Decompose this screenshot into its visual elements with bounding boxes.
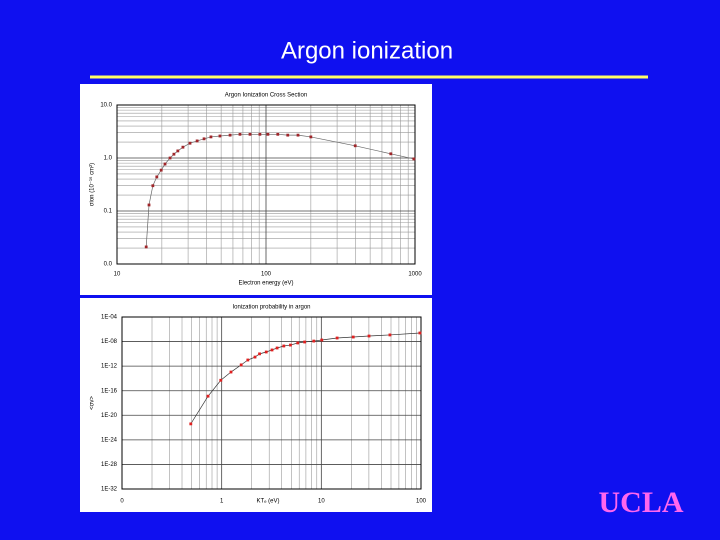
data-point (202, 137, 206, 141)
x-axis-label: Electron energy (eV) (238, 281, 293, 287)
data-point (168, 156, 172, 160)
data-point (258, 352, 261, 356)
data-point (163, 162, 167, 166)
data-point (181, 145, 185, 149)
data-point (176, 149, 180, 153)
data-point (286, 133, 290, 137)
y-tick-label: 0.0 (104, 262, 113, 268)
x-tick-label: 100 (261, 272, 272, 278)
y-tick-label: 0.1 (104, 209, 113, 215)
y-tick-label: 10.0 (100, 103, 112, 109)
series-line (190, 332, 420, 425)
slide-title: Argon ionization (281, 37, 453, 64)
x-axis-label: KTₑ (eV) (257, 499, 280, 505)
data-point (246, 358, 250, 362)
y-tick-label: 1E-20 (101, 413, 118, 419)
data-point (388, 333, 392, 337)
data-point (258, 132, 262, 136)
data-point (209, 135, 213, 139)
data-point (353, 144, 357, 148)
data-point (289, 343, 292, 347)
data-point (351, 335, 355, 339)
data-point (206, 394, 210, 398)
y-tick-label: 1E-24 (101, 437, 118, 443)
data-point (147, 203, 151, 207)
data-point (188, 141, 192, 145)
chart-panel (80, 298, 432, 512)
chart-title: Argon Ionization Cross Section (225, 93, 307, 99)
data-point (275, 346, 279, 350)
x-tick-label: 100 (416, 499, 427, 505)
logo: UCLA (598, 486, 683, 519)
y-axis-label: <σv> (90, 396, 96, 410)
data-point (412, 157, 416, 161)
data-point (159, 168, 163, 172)
data-point (282, 344, 286, 348)
y-tick-label: 1E-08 (101, 339, 118, 345)
y-tick-label: 1E-16 (101, 388, 118, 394)
x-tick-label: 10 (318, 499, 325, 505)
data-point (189, 422, 193, 426)
data-point (219, 378, 223, 382)
data-point (389, 152, 393, 156)
data-point (266, 132, 270, 136)
data-point (264, 350, 268, 354)
data-point (144, 245, 148, 249)
data-point (155, 175, 159, 179)
data-point (303, 340, 307, 344)
y-tick-label: 1E-28 (101, 462, 118, 468)
y-tick-label: 1E-04 (101, 315, 118, 321)
data-point (172, 152, 176, 156)
x-tick-label: 0 (120, 499, 124, 505)
y-tick-label: 1.0 (104, 156, 113, 162)
y-tick-label: 1E-32 (101, 487, 118, 493)
data-point (309, 135, 313, 139)
x-tick-label: 1 (220, 499, 224, 505)
data-point (312, 339, 316, 343)
data-point (296, 133, 300, 137)
plot-frame (116, 104, 416, 265)
data-point (228, 133, 232, 137)
data-point (238, 132, 242, 136)
data-point (335, 336, 339, 340)
data-point (320, 338, 324, 342)
plot-frame (121, 316, 422, 490)
data-point (418, 331, 422, 335)
data-point (229, 370, 233, 374)
y-tick-label: 1E-12 (101, 364, 118, 370)
x-tick-label: 1000 (408, 272, 422, 278)
data-point (151, 184, 155, 188)
data-point (248, 132, 252, 136)
data-point (276, 132, 280, 136)
data-point (195, 139, 199, 143)
data-point (239, 363, 243, 367)
data-point (296, 341, 300, 345)
x-tick-label: 10 (114, 272, 121, 278)
data-point (253, 355, 257, 359)
chart-panel (80, 84, 432, 295)
data-point (218, 134, 222, 138)
data-point (270, 348, 274, 352)
chart-title: Ionization probability in argon (232, 305, 310, 311)
data-point (367, 334, 371, 338)
y-axis-label: σion (10⁻¹⁶ cm²) (89, 163, 96, 206)
